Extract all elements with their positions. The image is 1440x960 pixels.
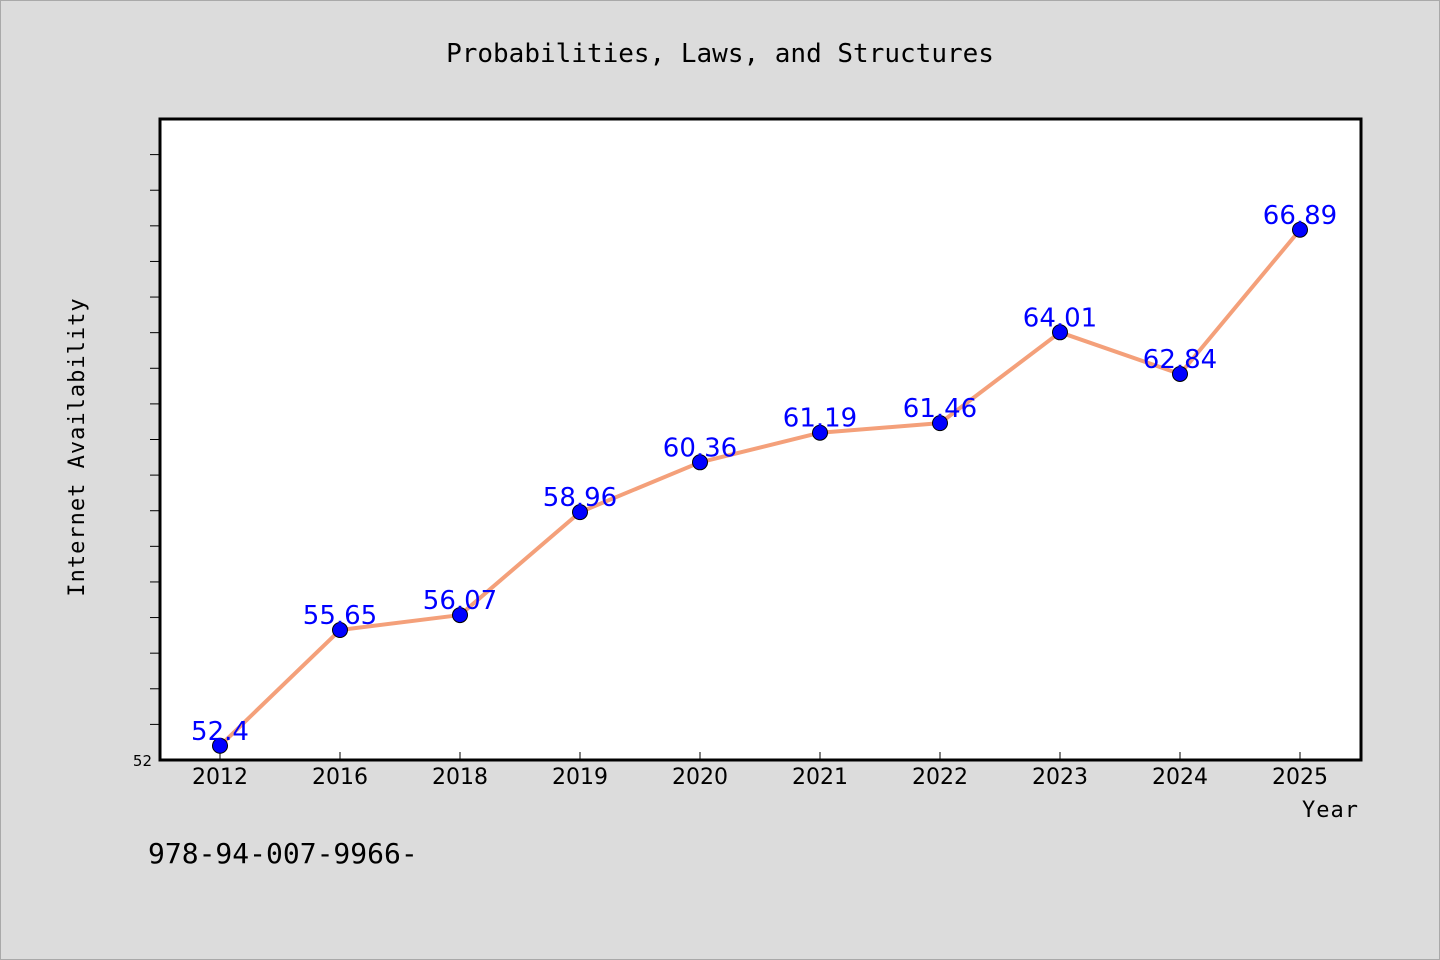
x-tick-label-2016: 2016: [312, 765, 368, 790]
data-point-2016: [332, 622, 348, 639]
data-point-2022: [932, 415, 948, 432]
x-tick-label-2023: 2023: [1032, 765, 1088, 790]
y-axis-ticks: [150, 154, 160, 725]
data-label-2021: 61.19: [783, 404, 857, 434]
data-point-2024: [1172, 365, 1188, 382]
x-tick-label-2020: 2020: [672, 765, 728, 790]
footer-isbn-text: 978-94-007-9966-: [148, 837, 418, 870]
x-tick-label-2021: 2021: [792, 765, 848, 790]
data-label-2020: 60.36: [663, 433, 737, 463]
data-label-2025: 66.89: [1263, 201, 1337, 231]
x-tick-label-2022: 2022: [912, 765, 968, 790]
data-label-2012: 52.4: [191, 717, 249, 747]
data-point-2025: [1292, 221, 1308, 238]
data-markers: [212, 221, 1308, 754]
x-axis-label: Year: [1302, 798, 1359, 823]
x-axis-ticks: [219, 752, 1301, 760]
data-label-2024: 62.84: [1143, 345, 1217, 375]
data-label-2019: 58.96: [543, 483, 617, 513]
data-label-2023: 64.01: [1023, 303, 1097, 333]
x-tick-label-2024: 2024: [1152, 765, 1208, 790]
x-axis-tick-labels: 2012 2016 2018 2019 2020 2021 2022 2023 2024 2025: [192, 765, 1328, 790]
x-tick-label-2018: 2018: [432, 765, 488, 790]
x-tick-label-2019: 2019: [552, 765, 608, 790]
data-point-2018: [452, 607, 468, 624]
x-tick-label-2012: 2012: [192, 765, 248, 790]
y-tick-label-min: 52: [133, 752, 152, 770]
data-point-2023: [1052, 324, 1068, 341]
data-labels: 52.4 55.65 56.07 58.96 60.36 61.19 61.46 64.01 6…: [191, 201, 1337, 747]
data-point-2021: [812, 424, 828, 441]
data-label-2018: 56.07: [423, 586, 497, 616]
data-point-2020: [692, 454, 708, 471]
x-tick-label-2025: 2025: [1272, 765, 1328, 790]
data-point-2019: [572, 504, 588, 521]
data-label-2016: 55.65: [303, 601, 377, 631]
y-axis-label: Internet Availability: [65, 297, 90, 596]
series-line: [218, 227, 1302, 748]
chart-title: Probabilities, Laws, and Structures: [446, 39, 994, 69]
plot-area: [158, 117, 1363, 762]
data-point-2012: [212, 737, 228, 754]
data-label-2022: 61.46: [903, 394, 977, 424]
